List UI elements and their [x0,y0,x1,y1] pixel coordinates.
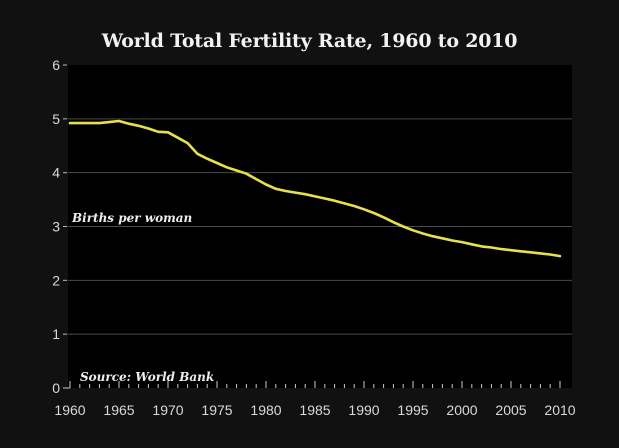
x-tick-label: 2005 [495,402,526,418]
series-line [68,119,562,258]
x-tick-label: 2010 [544,402,575,418]
x-tick-label: 1960 [54,402,85,418]
x-tick-label: 1975 [201,402,232,418]
chart-title: World Total Fertility Rate, 1960 to 2010 [101,30,518,52]
x-tick-label: 1980 [250,402,281,418]
x-tick-label: 1965 [103,402,134,418]
source-annotation: Source: World Bank [80,370,214,384]
y-tick-label: 2 [52,272,60,288]
x-tick-label: 1970 [152,402,183,418]
y-tick-label: 6 [52,57,60,73]
y-tick-label: 3 [52,219,60,235]
y-tick-label: 0 [52,380,60,396]
x-tick-label: 2000 [446,402,477,418]
ylabel-annotation: Births per woman [71,211,192,225]
y-tick-label: 5 [52,111,60,127]
x-tick-label: 1995 [397,402,428,418]
y-tick-label: 1 [52,326,60,342]
x-tick-label: 1985 [299,402,330,418]
y-tick-label: 4 [52,165,60,181]
x-tick-label: 1990 [348,402,379,418]
